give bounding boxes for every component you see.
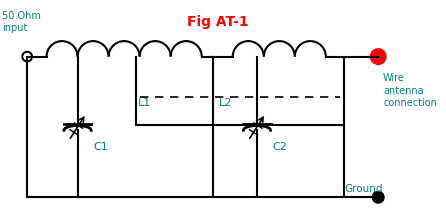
Text: L1: L1 <box>138 98 151 108</box>
Circle shape <box>372 191 384 203</box>
Circle shape <box>371 49 386 64</box>
Text: Ground: Ground <box>344 184 383 194</box>
Text: Wire
antenna
connection: Wire antenna connection <box>383 73 437 108</box>
Text: 50 Ohm
input: 50 Ohm input <box>2 11 41 33</box>
Text: C2: C2 <box>273 142 287 152</box>
Text: L2: L2 <box>219 98 232 108</box>
Text: Fig AT-1: Fig AT-1 <box>187 15 249 29</box>
Text: C1: C1 <box>93 142 108 152</box>
